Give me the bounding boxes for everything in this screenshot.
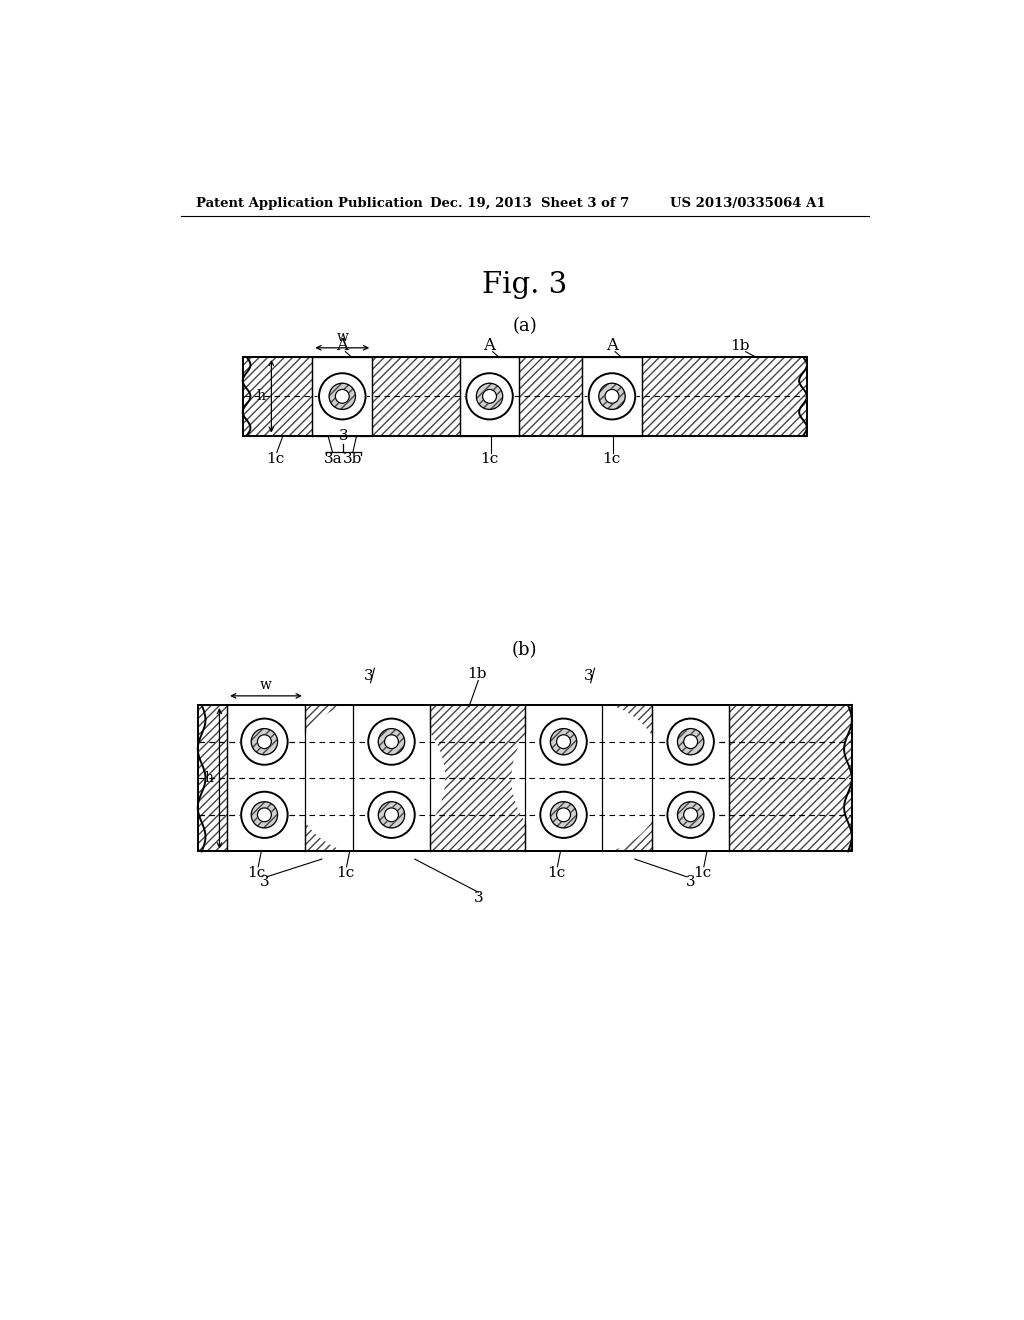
Bar [227,705,305,851]
Text: (b): (b) [512,640,538,659]
Text: 1c: 1c [480,451,499,466]
Bar [372,358,460,436]
Text: Dec. 19, 2013  Sheet 3 of 7: Dec. 19, 2013 Sheet 3 of 7 [430,197,630,210]
Circle shape [557,808,570,822]
Text: 3a: 3a [324,451,343,466]
Circle shape [257,735,271,748]
Bar [198,705,852,851]
Text: Patent Application Publication: Patent Application Publication [197,197,423,210]
Circle shape [550,801,577,828]
Text: 1c: 1c [602,451,621,466]
Circle shape [368,718,416,766]
Bar [352,705,430,851]
Circle shape [251,801,278,828]
Text: 1c: 1c [248,866,266,880]
Circle shape [385,735,398,748]
Circle shape [329,383,355,409]
Text: Fig. 3: Fig. 3 [482,272,567,300]
Text: A: A [483,337,496,354]
Circle shape [378,729,404,755]
Circle shape [678,729,703,755]
Circle shape [476,383,503,409]
Circle shape [557,735,570,748]
Text: 3: 3 [260,875,269,890]
Circle shape [684,808,697,822]
Bar [243,358,312,436]
Circle shape [667,718,715,766]
Text: 3b: 3b [343,451,362,466]
Text: 3: 3 [584,669,593,682]
Text: 1b: 1b [730,338,750,352]
Circle shape [482,389,497,404]
Text: 3: 3 [686,875,695,890]
Bar [460,358,519,436]
Bar [583,358,642,436]
Circle shape [684,735,697,748]
Circle shape [292,702,444,854]
Bar [519,358,583,436]
Circle shape [257,808,271,822]
Text: 1c: 1c [266,451,285,466]
Text: 3: 3 [339,429,348,444]
Circle shape [678,801,703,828]
Circle shape [540,718,588,766]
Circle shape [540,791,588,838]
Text: 1c: 1c [547,866,565,880]
Bar [652,705,729,851]
Circle shape [335,389,349,404]
Circle shape [550,729,577,755]
Circle shape [588,372,636,420]
Circle shape [512,702,665,854]
Text: 1c: 1c [693,866,712,880]
Bar [642,358,807,436]
Text: w: w [260,678,272,692]
Circle shape [368,791,416,838]
Circle shape [599,383,626,409]
Text: (a): (a) [512,317,538,335]
Text: US 2013/0335064 A1: US 2013/0335064 A1 [671,197,826,210]
Circle shape [241,791,289,838]
Bar [243,358,312,436]
Circle shape [667,791,715,838]
Text: h: h [257,389,266,404]
Circle shape [378,801,404,828]
Text: A: A [336,337,348,354]
Bar [642,358,807,436]
Text: h: h [204,771,213,785]
Text: 3: 3 [473,891,483,904]
Circle shape [251,729,278,755]
Bar [198,705,852,851]
Text: 1b: 1b [467,668,486,681]
Bar [519,358,583,436]
Text: A: A [606,337,618,354]
Text: 1c: 1c [336,866,354,880]
Text: 3: 3 [364,669,373,682]
Bar [524,705,602,851]
Circle shape [241,718,289,766]
Circle shape [318,372,367,420]
Text: w: w [336,330,348,345]
Bar [372,358,460,436]
Circle shape [466,372,514,420]
Bar [312,358,372,436]
Circle shape [605,389,618,404]
Circle shape [385,808,398,822]
